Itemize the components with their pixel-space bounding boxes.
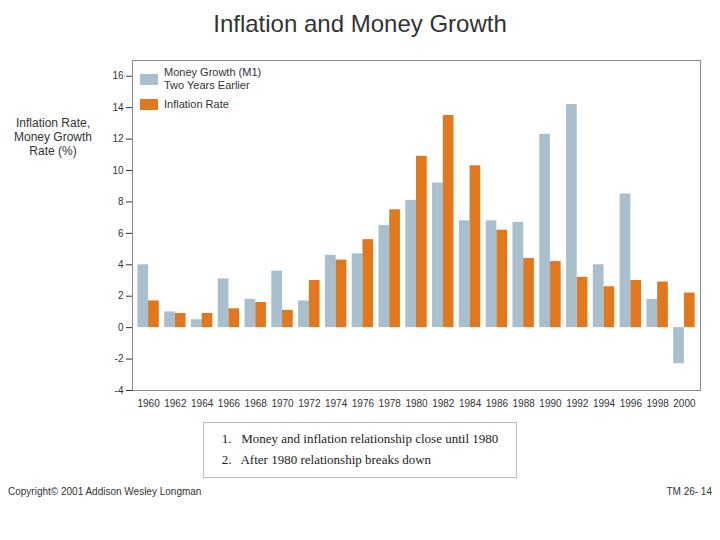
- svg-text:1968: 1968: [245, 398, 268, 409]
- svg-text:1960: 1960: [137, 398, 160, 409]
- svg-text:1972: 1972: [298, 398, 321, 409]
- svg-text:1992: 1992: [566, 398, 589, 409]
- svg-text:1966: 1966: [218, 398, 241, 409]
- html-text:Inflation Rate, Money Growth R: Inflation Rate, Money Growth Rate (%): [14, 116, 92, 158]
- svg-text:12: 12: [112, 133, 124, 144]
- html-text:2. After 1980 relationship bre: 2. After 1980 relationship breaks down: [221, 451, 432, 467]
- svg-text:-2: -2: [115, 353, 124, 364]
- html-text:1. Money and inflation relatio: 1. Money and inflation relationship clos…: [221, 431, 499, 446]
- svg-text:1982: 1982: [432, 398, 455, 409]
- svg-text:1986: 1986: [486, 398, 509, 409]
- svg-text:1976: 1976: [352, 398, 375, 409]
- svg-text:1996: 1996: [620, 398, 643, 409]
- svg-text:0: 0: [118, 322, 124, 333]
- svg-text:1984: 1984: [459, 398, 482, 409]
- svg-text:4: 4: [118, 259, 124, 270]
- svg-text:10: 10: [112, 165, 124, 176]
- svg-text:1994: 1994: [593, 398, 616, 409]
- svg-text:-4: -4: [115, 385, 124, 396]
- svg-text:1988: 1988: [513, 398, 536, 409]
- svg-text:2: 2: [118, 290, 124, 301]
- svg-text:1974: 1974: [325, 398, 348, 409]
- svg-text:1962: 1962: [164, 398, 187, 409]
- svg-text:1964: 1964: [191, 398, 214, 409]
- svg-text:8: 8: [118, 196, 124, 207]
- svg-text:1970: 1970: [271, 398, 294, 409]
- html-text:Inflation Rate: Inflation Rate: [164, 98, 229, 111]
- svg-text:14: 14: [112, 102, 124, 113]
- html-text:Copyright© 2001 Addison Wesley: Copyright© 2001 Addison Wesley Longman: [8, 485, 202, 497]
- svg-text:1998: 1998: [647, 398, 670, 409]
- html-text:Inflation and Money Growth: Inflation and Money Growth: [213, 10, 507, 37]
- svg-text:1978: 1978: [379, 398, 402, 409]
- html-text:Money Growth (M1) Two Years Ea: Money Growth (M1) Two Years Earlier: [164, 66, 262, 92]
- svg-text:2000: 2000: [673, 398, 696, 409]
- html-text:TM 26- 14: TM 26- 14: [666, 485, 712, 497]
- svg-text:6: 6: [118, 228, 124, 239]
- svg-text:16: 16: [112, 70, 124, 81]
- svg-text:1990: 1990: [539, 398, 562, 409]
- svg-text:1980: 1980: [405, 398, 428, 409]
